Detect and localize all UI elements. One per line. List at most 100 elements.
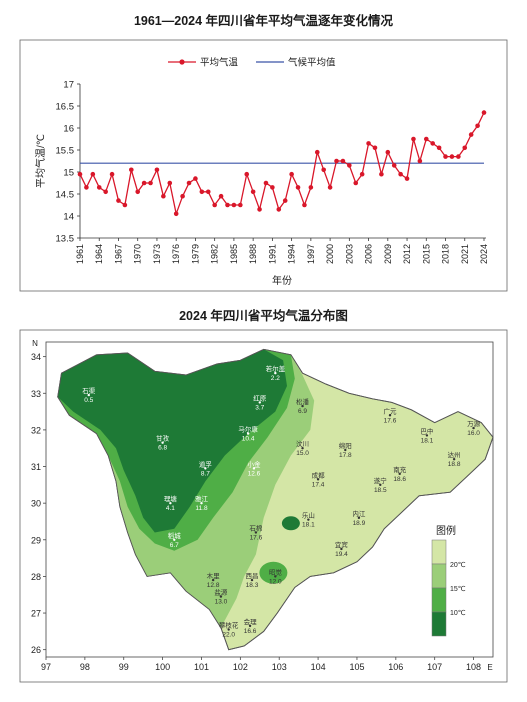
data-point: [186, 180, 192, 186]
station-dot: [161, 441, 164, 444]
data-point: [398, 171, 403, 177]
x-tick-label: 2015: [421, 244, 431, 264]
station-name: 汶川: [296, 439, 309, 448]
station-name: 松潘: [296, 397, 310, 406]
station-value: 4.1: [166, 505, 175, 512]
data-point: [250, 189, 256, 195]
station-dot: [252, 467, 256, 470]
station-dot: [274, 371, 277, 375]
station-name: 昭觉: [269, 567, 283, 576]
data-point: [77, 171, 83, 177]
x-tick-label: 1994: [287, 244, 297, 264]
data-point: [456, 154, 461, 159]
station-name: 盐源: [214, 588, 228, 597]
x-tick-label: 2009: [383, 244, 393, 264]
chart-frame: [19, 39, 508, 292]
data-point: [423, 136, 429, 142]
data-point: [263, 180, 269, 186]
station-dot: [452, 458, 456, 461]
map-plot-box: [45, 341, 494, 658]
legend-label-mean: 气候平均值: [288, 57, 336, 69]
data-point: [366, 141, 371, 146]
station-value: 18.6: [393, 476, 406, 483]
station-value: 12.8: [207, 582, 220, 589]
station-name: 小金: [247, 459, 261, 468]
zone-below-10: [57, 349, 288, 533]
lat-tick-label: 29: [31, 535, 41, 545]
data-point: [212, 202, 217, 208]
data-point: [257, 207, 262, 212]
data-point: [129, 167, 134, 173]
station-dot: [357, 516, 361, 520]
station-value: 6.8: [158, 445, 167, 452]
y-tick-label: 16: [63, 124, 74, 135]
data-point: [205, 189, 211, 195]
x-tick-label: 1970: [133, 244, 143, 264]
station-dot: [340, 547, 343, 551]
legend-label: 10℃: [450, 610, 466, 617]
data-point: [199, 189, 205, 195]
data-point: [340, 158, 346, 164]
station-name: 绵阳: [339, 441, 352, 450]
data-point: [385, 149, 391, 155]
data-point: [238, 202, 243, 208]
data-point: [462, 145, 468, 151]
station-name: 石渠: [82, 386, 96, 395]
station-dot: [258, 401, 261, 404]
station-name: 宜宾: [335, 540, 349, 549]
station-value: 12.0: [269, 578, 282, 585]
data-point: [404, 176, 410, 181]
station-value: 17.4: [312, 481, 325, 488]
station-value: 6.7: [170, 542, 179, 549]
station-value: 18.1: [302, 522, 315, 529]
x-tick-label: 2003: [344, 244, 354, 264]
station-value: 11.8: [195, 505, 208, 512]
data-point: [270, 185, 275, 190]
station-dot: [274, 575, 277, 578]
station-name: 内江: [352, 509, 366, 518]
data-point: [109, 171, 115, 177]
station-value: 8.7: [201, 470, 210, 477]
data-point: [475, 123, 480, 129]
station-dot: [379, 483, 382, 487]
lon-tick-label: 108: [466, 662, 481, 672]
data-point: [193, 176, 198, 181]
station-dot: [398, 472, 401, 476]
lat-tick-label: 28: [31, 572, 41, 582]
station-name: 红原: [253, 393, 267, 402]
station-value: 18.5: [374, 487, 387, 494]
station-value: 17.8: [339, 452, 352, 459]
station-name: 石棉: [249, 523, 263, 532]
lon-tick-label: 104: [311, 662, 326, 672]
data-point: [141, 180, 147, 186]
lon-tick-label: 103: [272, 662, 287, 672]
data-point: [135, 189, 141, 195]
data-point: [96, 185, 102, 190]
station-value: 18.9: [353, 520, 366, 527]
lat-tick-label: 26: [31, 645, 41, 655]
y-tick-label: 13.5: [56, 234, 75, 245]
station-dot: [200, 501, 203, 505]
data-point: [289, 171, 294, 177]
station-name: 会理: [244, 617, 258, 626]
x-tick-label: 1961: [75, 244, 85, 264]
lon-tick-label: 102: [233, 662, 248, 672]
station-dot: [204, 467, 207, 470]
station-name: 甘孜: [156, 434, 170, 443]
x-tick-label: 1985: [229, 244, 239, 264]
data-point: [321, 167, 326, 173]
station-value: 10.4: [242, 436, 255, 443]
legend-label-temp: 平均气温: [200, 57, 239, 69]
data-point: [314, 149, 320, 155]
station-name: 万源: [467, 419, 481, 428]
station-dot: [87, 393, 90, 397]
station-value: 2.2: [271, 375, 280, 382]
station-value: 18.3: [246, 582, 259, 589]
station-dot: [344, 448, 347, 452]
station-value: 15.0: [296, 450, 309, 457]
y-tick-label: 15.5: [56, 146, 75, 157]
lon-tick-label: 99: [119, 662, 129, 672]
data-point: [443, 154, 448, 159]
data-point: [468, 132, 474, 137]
province-border: [57, 348, 494, 651]
